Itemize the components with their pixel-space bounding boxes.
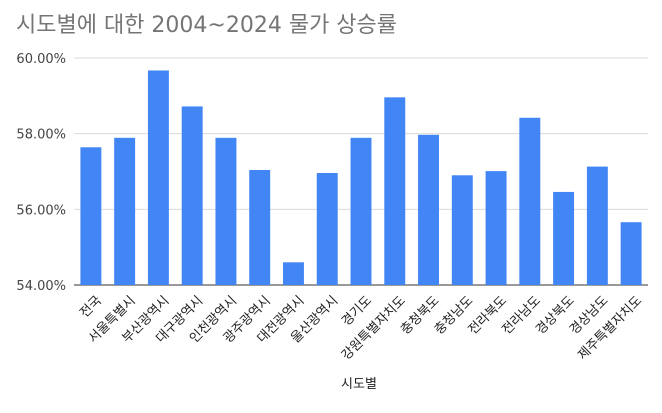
chart-title: 시도별에 대한 2004~2024 물가 상승률 — [16, 13, 397, 38]
bars — [80, 70, 642, 285]
bar — [384, 97, 406, 285]
bar — [620, 222, 642, 285]
x-category-label: 전국 — [77, 293, 105, 321]
x-axis-title: 시도별 — [341, 377, 377, 392]
bar — [147, 70, 169, 285]
bar — [316, 173, 338, 285]
bar — [80, 147, 102, 285]
y-tick-label: 56.00% — [16, 203, 66, 218]
bar — [451, 175, 473, 285]
y-tick-label: 54.00% — [16, 279, 66, 294]
bar — [249, 169, 271, 285]
bar — [519, 117, 541, 285]
y-tick-label: 60.00% — [16, 52, 66, 67]
bar — [485, 171, 507, 285]
bar — [114, 137, 136, 285]
y-tick-label: 58.00% — [16, 128, 66, 143]
bar — [181, 106, 203, 285]
x-axis-category-labels: 전국서울특별시부산광역시대구광역시인천광역시광주광역시대전광역시울산광역시경기도… — [77, 293, 645, 363]
bar — [350, 137, 372, 285]
bar — [418, 134, 439, 285]
bar — [215, 137, 237, 285]
y-axis-tick-labels: 54.00% 56.00% 58.00% 60.00% — [16, 52, 66, 294]
bar — [586, 166, 608, 285]
bar — [553, 191, 575, 285]
bar — [283, 262, 304, 285]
